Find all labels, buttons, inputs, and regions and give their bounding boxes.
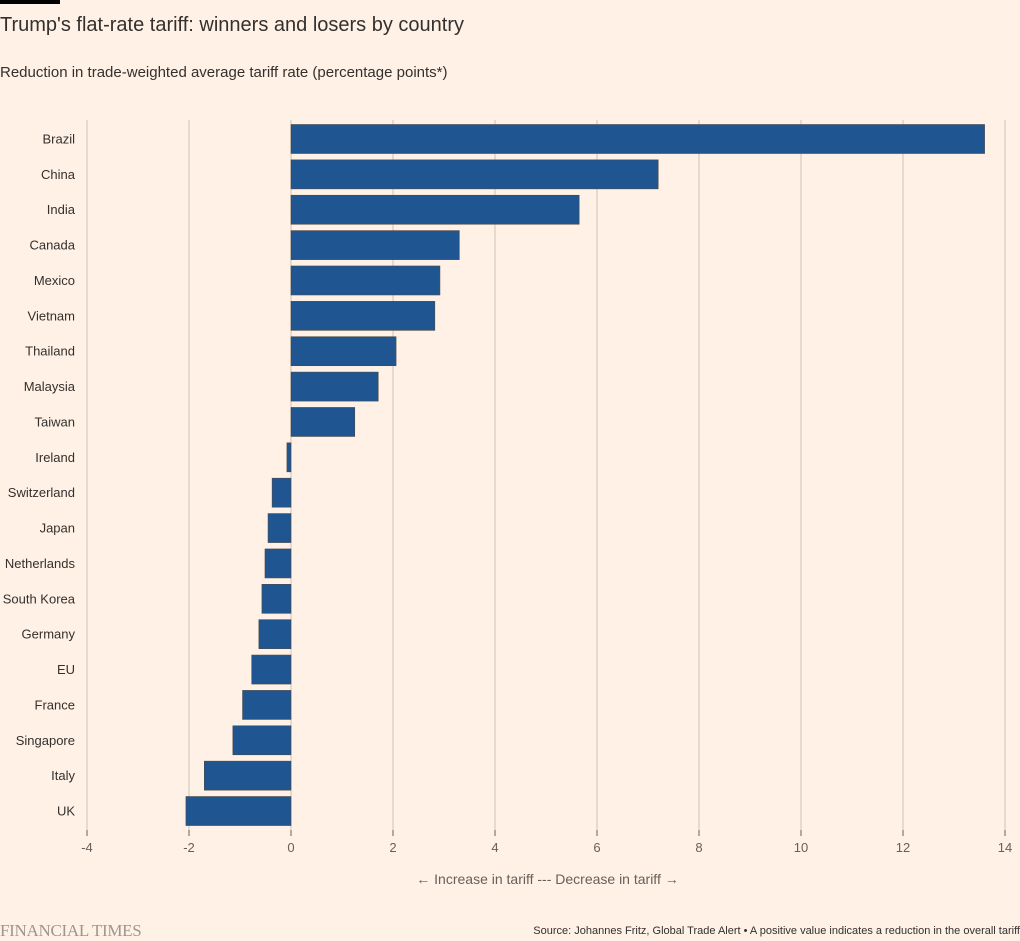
bar-china — [290, 159, 659, 190]
category-label: Malaysia — [24, 379, 76, 394]
bar-brazil — [290, 124, 985, 154]
bar-mexico — [290, 265, 441, 296]
x-tick-label: -4 — [81, 840, 93, 855]
chart-title: Trump's flat-rate tariff: winners and lo… — [0, 14, 464, 36]
brand-bar — [0, 0, 60, 4]
category-label: China — [41, 167, 76, 182]
bar-taiwan — [290, 407, 356, 437]
bar-south-korea — [261, 584, 292, 614]
bar-germany — [258, 619, 292, 649]
x-tick-label: 12 — [896, 840, 910, 855]
bar-france — [242, 690, 292, 720]
category-label: Switzerland — [8, 485, 75, 500]
category-label: Thailand — [25, 344, 75, 359]
category-label: India — [47, 202, 76, 217]
bar-switzerland — [271, 477, 292, 508]
bar-canada — [290, 230, 460, 260]
bar-singapore — [232, 725, 292, 756]
category-label: EU — [57, 662, 75, 677]
bar-thailand — [290, 336, 397, 367]
x-tick-label: 4 — [491, 840, 498, 855]
x-tick-label: 0 — [287, 840, 294, 855]
x-tick-label: -2 — [183, 840, 195, 855]
bar-vietnam — [290, 301, 436, 331]
x-tick-label: 14 — [998, 840, 1012, 855]
bar-ireland — [286, 442, 292, 473]
category-label: Italy — [51, 768, 75, 783]
x-axis-label: ← Increase in tariff --- Decrease in tar… — [416, 871, 679, 887]
category-label: Ireland — [35, 450, 75, 465]
bar-eu — [251, 654, 292, 685]
x-tick-label: 6 — [593, 840, 600, 855]
category-label: UK — [57, 804, 75, 819]
bar-uk — [185, 796, 292, 826]
x-tick-label: 10 — [794, 840, 808, 855]
bar-india — [290, 194, 580, 225]
category-label: Mexico — [34, 273, 75, 288]
bar-malaysia — [290, 371, 379, 402]
category-label: South Korea — [3, 591, 76, 606]
bar-italy — [204, 760, 292, 791]
category-label: Germany — [22, 627, 76, 642]
category-label: Taiwan — [35, 414, 75, 429]
category-label: Singapore — [16, 733, 75, 748]
category-label: Vietnam — [28, 308, 75, 323]
category-label: Brazil — [42, 132, 75, 147]
category-label: Canada — [29, 238, 75, 253]
category-label: Japan — [40, 521, 75, 536]
category-label: France — [35, 697, 75, 712]
x-tick-label: 2 — [389, 840, 396, 855]
bar-japan — [267, 513, 292, 543]
x-tick-label: 8 — [695, 840, 702, 855]
bar-netherlands — [264, 548, 292, 579]
source-note: Source: Johannes Fritz, Global Trade Ale… — [533, 925, 1020, 937]
category-label: Netherlands — [5, 556, 76, 571]
chart-subtitle: Reduction in trade-weighted average tari… — [0, 64, 448, 81]
ft-logo: FINANCIAL TIMES — [0, 921, 142, 940]
